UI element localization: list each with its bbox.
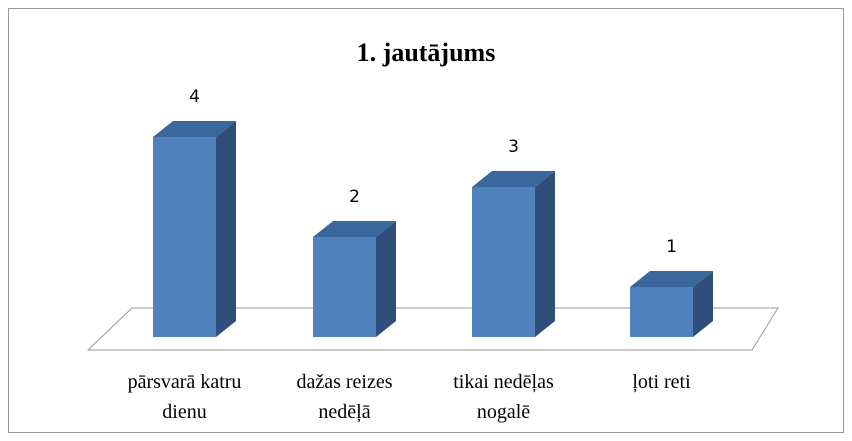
data-label: 2	[349, 187, 360, 207]
bar-side	[216, 121, 236, 337]
bar-top	[313, 221, 396, 237]
x-tick-label: tikai nedēļas nogalē	[453, 371, 554, 423]
data-label: 4	[189, 87, 200, 107]
bar-top	[630, 271, 713, 287]
bar-front	[313, 237, 376, 337]
bar	[313, 221, 396, 337]
x-tick-label: ļoti reti	[632, 371, 691, 393]
bar-side	[535, 171, 555, 337]
chart-title: 1. jautājums	[357, 38, 496, 67]
x-tick-label: pārsvarā katru dienu	[127, 371, 242, 423]
bar-top	[472, 171, 555, 187]
bar	[153, 121, 236, 337]
bar	[472, 171, 555, 337]
data-label: 1	[666, 237, 677, 257]
bar	[630, 271, 713, 337]
floor	[86, 307, 779, 351]
frame	[8, 8, 844, 433]
data-label: 3	[508, 137, 519, 157]
bar-top	[153, 121, 236, 137]
bar-side	[376, 221, 396, 337]
bar-front	[153, 137, 216, 337]
bar-front	[472, 187, 535, 337]
bar-front	[630, 287, 693, 337]
x-tick-label: dažas reizes nedēļā	[296, 371, 393, 423]
bar-side	[693, 271, 713, 337]
